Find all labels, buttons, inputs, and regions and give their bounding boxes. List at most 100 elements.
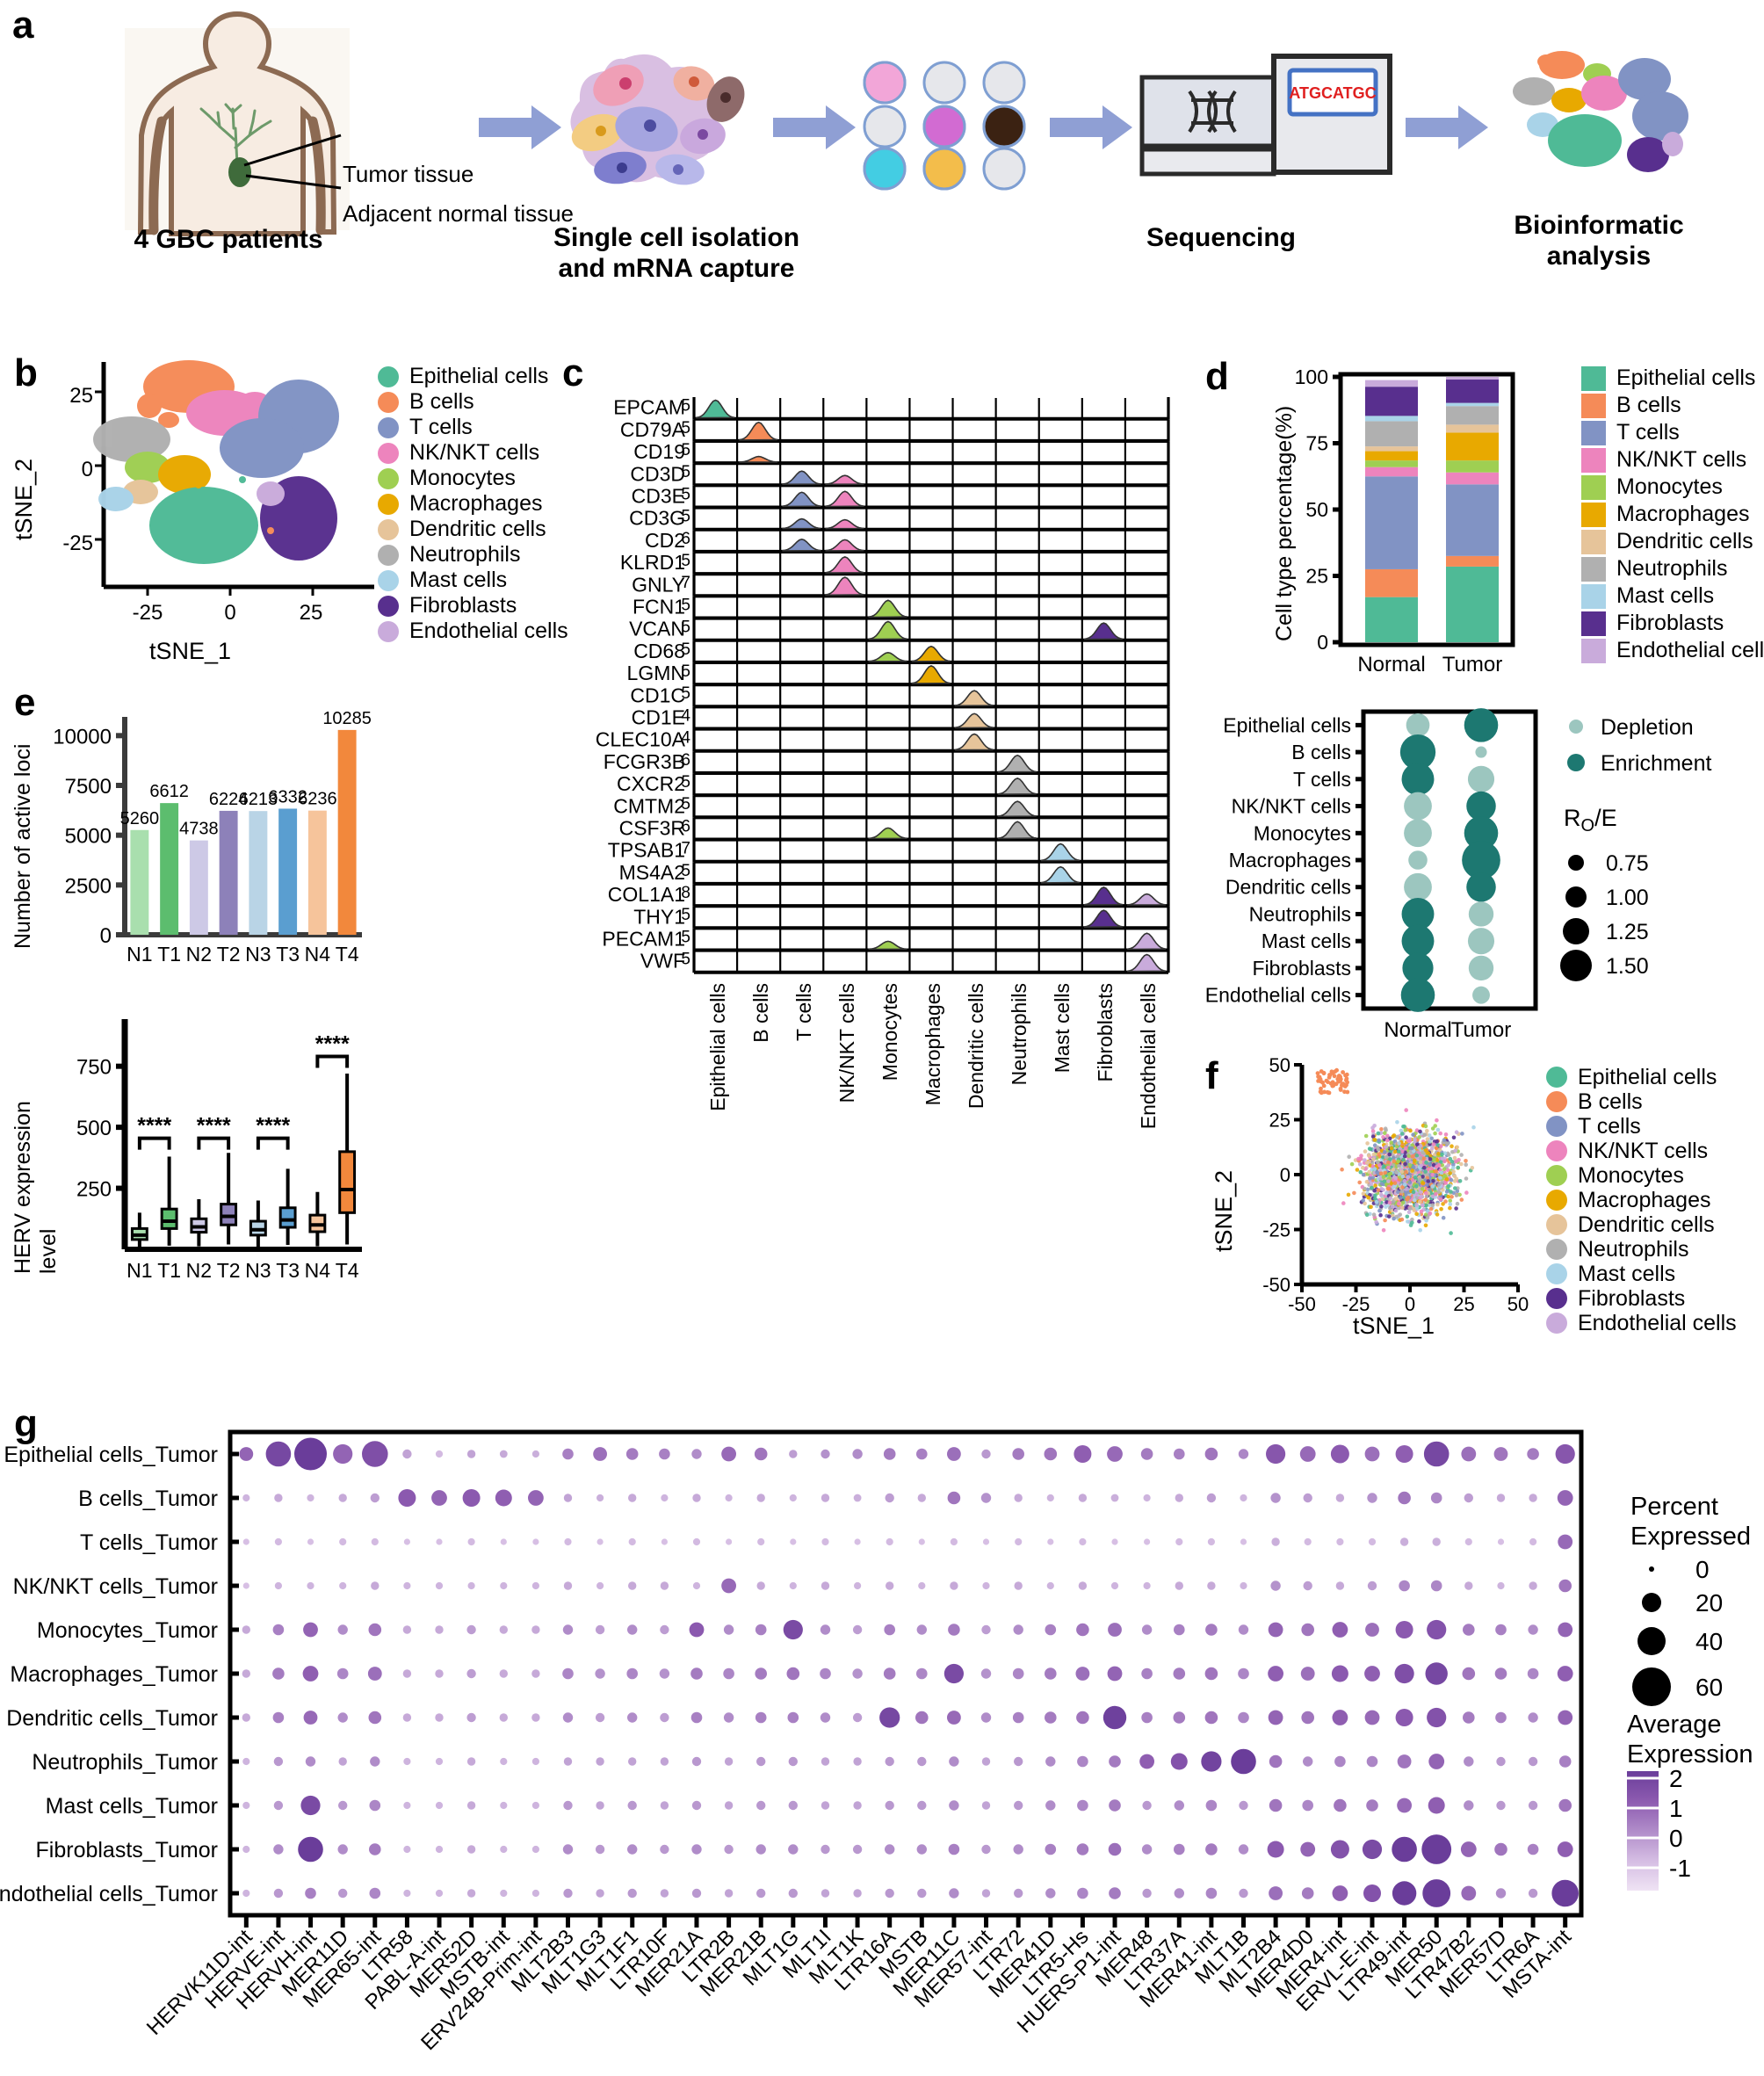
legend-color-swatch <box>1581 556 1606 582</box>
panel-g-dot <box>783 1619 803 1640</box>
panel-g-dot <box>885 1756 894 1767</box>
panel-d-ytick: 25 <box>1305 565 1328 588</box>
legend-item[interactable]: Epithelial cells <box>378 364 568 389</box>
gene-label: VCAN <box>629 618 685 640</box>
panel-g-dot <box>756 1756 766 1767</box>
roe-dot <box>1402 952 1434 984</box>
gene-label: CD68 <box>633 640 685 662</box>
panel-g-dot <box>1464 1581 1473 1590</box>
panel-g-dot <box>691 1800 702 1811</box>
panel-g-dot <box>918 1581 926 1590</box>
panel-g-dot <box>1076 1623 1089 1637</box>
legend-item[interactable]: Macrophages <box>1581 501 1764 528</box>
panel-g-dot <box>1140 1448 1153 1460</box>
violin-shape <box>825 474 864 486</box>
stacked-bar-segment <box>1446 566 1499 642</box>
panel-g-dot <box>947 1491 961 1505</box>
legend-item[interactable]: Monocytes <box>1546 1163 1737 1188</box>
legend-label: NK/NKT cells <box>409 440 540 465</box>
legend-color-swatch <box>1546 1288 1567 1309</box>
panel-g-dot <box>821 1537 829 1546</box>
panel-g-dot <box>1045 1800 1056 1811</box>
gene-label: FCGR3B <box>604 750 685 773</box>
panel-g-dot <box>661 1538 669 1545</box>
gene-label: FCN1 <box>633 595 685 618</box>
legend-item[interactable]: B cells <box>378 389 568 415</box>
panel-f-xtick: 50 <box>1507 1293 1529 1315</box>
panel-g-color-label: -1 <box>1669 1855 1691 1882</box>
panel-g-dot <box>436 1538 443 1545</box>
panel-g-dot <box>563 1757 573 1766</box>
legend-item[interactable]: Fibroblasts <box>1581 610 1764 637</box>
legend-item[interactable]: B cells <box>1581 392 1764 419</box>
legend-item[interactable]: Mast cells <box>378 568 568 593</box>
legend-item[interactable]: Dendritic cells <box>378 517 568 542</box>
legend-item[interactable]: T cells <box>1581 419 1764 446</box>
stacked-bar-segment <box>1365 597 1418 642</box>
legend-item[interactable]: Fibroblasts <box>378 593 568 618</box>
legend-item[interactable]: Endothelial cells <box>1546 1311 1737 1335</box>
legend-item[interactable]: NK/NKT cells <box>1581 446 1764 474</box>
panel-g-dot <box>466 1801 476 1810</box>
legend-item[interactable]: Fibroblasts <box>1546 1286 1737 1311</box>
legend-item[interactable]: Monocytes <box>378 466 568 491</box>
panel-g-dot <box>1079 1537 1087 1546</box>
panel-g-dot <box>466 1757 476 1766</box>
legend-item[interactable]: NK/NKT cells <box>1546 1139 1737 1163</box>
legend-color-swatch <box>1546 1263 1567 1284</box>
panel-g-color-ramp <box>1627 1771 1659 1891</box>
bioinformatic-tsne-illustration <box>1513 51 1688 172</box>
panel-g-dot <box>1108 1623 1122 1637</box>
legend-item[interactable]: Dendritic cells <box>1546 1212 1737 1237</box>
legend-item[interactable]: B cells <box>1546 1089 1737 1114</box>
panel-g-dot <box>883 1448 896 1460</box>
gene-axis-max: 5 <box>681 552 690 570</box>
legend-item[interactable]: Mast cells <box>1581 582 1764 610</box>
violin-xtick-label: Fibroblasts <box>1094 983 1117 1082</box>
legend-item[interactable]: Monocytes <box>1581 474 1764 501</box>
panel-g-dot <box>1207 1581 1216 1590</box>
legend-item[interactable]: Macrophages <box>1546 1188 1737 1212</box>
panel-g-dot <box>1303 1581 1312 1591</box>
panel-f-legend: Epithelial cells B cells T cells NK/NKT … <box>1546 1065 1737 1335</box>
legend-depletion-dot <box>1569 720 1583 734</box>
panel-b-legend: Epithelial cells B cells T cells NK/NKT … <box>378 364 568 644</box>
panel-g-dot <box>1014 1888 1023 1899</box>
legend-item[interactable]: T cells <box>1546 1114 1737 1139</box>
legend-item[interactable]: Endothelial cells <box>378 618 568 644</box>
legend-color-swatch <box>378 391 399 413</box>
legend-item[interactable]: Mast cells <box>1546 1262 1737 1286</box>
gene-label: TPSAB1 <box>608 839 685 862</box>
violin-xtick-label: T cells <box>792 983 815 1042</box>
legend-item[interactable]: Neutrophils <box>1581 555 1764 582</box>
panel-g-dot <box>562 1844 574 1855</box>
legend-label: Epithelial cells <box>409 364 549 388</box>
gene-label: CD1E <box>632 705 685 728</box>
legend-item[interactable]: Neutrophils <box>378 542 568 568</box>
legend-item[interactable]: Dendritic cells <box>1581 528 1764 555</box>
legend-item[interactable]: NK/NKT cells <box>378 440 568 466</box>
legend-item[interactable]: Endothelial cells <box>1581 637 1764 664</box>
legend-item[interactable]: Macrophages <box>378 491 568 517</box>
roe-size-dot <box>1560 950 1592 981</box>
violin-grid: EPCAM5CD79A5CD195CD3D5CD3E5CD3G5CD26KLRD… <box>596 396 1170 974</box>
panel-g-dot <box>1173 1711 1186 1724</box>
panel-g-dot <box>756 1888 766 1899</box>
panel-e-box-xtick: T2 <box>217 1259 241 1282</box>
panel-e-bar-xtick: N4 <box>305 943 331 966</box>
panel-g-dot <box>660 1889 669 1898</box>
panel-g-dot <box>336 1667 349 1680</box>
legend-item[interactable]: Epithelial cells <box>1581 365 1764 392</box>
violin-shape <box>825 518 864 530</box>
panel-g-dot <box>724 1889 734 1898</box>
panel-b-ytick-0: 25 <box>69 384 93 408</box>
legend-item[interactable]: T cells <box>378 415 568 440</box>
legend-color-swatch <box>378 442 399 464</box>
bar-value-label: 6612 <box>149 782 189 801</box>
panel-g-row-label: Monocytes_Tumor <box>37 1618 218 1643</box>
panel-g-dot <box>1174 1888 1185 1899</box>
legend-item[interactable]: Neutrophils <box>1546 1237 1737 1262</box>
legend-item[interactable]: Epithelial cells <box>1546 1065 1737 1089</box>
panel-b-tsne-plot <box>93 360 374 596</box>
panel-g-dot <box>402 1449 412 1459</box>
